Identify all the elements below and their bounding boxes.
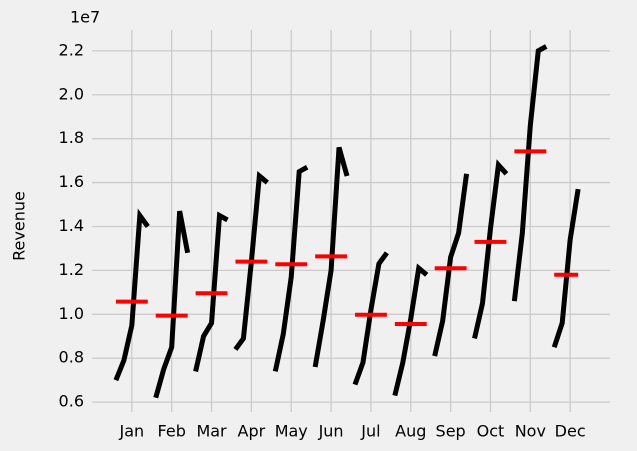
x-tick-label: May: [275, 422, 308, 441]
y-tick-label: 1.2: [59, 260, 84, 279]
x-tick-label: Jul: [360, 422, 380, 441]
subseries-line: [272, 165, 309, 372]
subseries-line: [392, 263, 429, 397]
subseries-line: [511, 44, 548, 302]
subseries-line: [551, 188, 581, 349]
x-tick-label: Jan: [119, 422, 145, 441]
y-tick-label: 0.6: [59, 392, 84, 411]
subseries-line: [113, 208, 150, 382]
x-tick-label: Oct: [477, 422, 505, 441]
x-tick-label: Feb: [158, 422, 186, 441]
y-axis-label: Revenue: [10, 191, 29, 261]
subseries-line: [352, 251, 389, 386]
y-tick-label: 2.0: [59, 84, 84, 103]
subseries-line: [312, 146, 350, 368]
y-tick-label: 0.8: [59, 348, 84, 367]
x-tick-label: Aug: [395, 422, 426, 441]
x-tick-label: Jun: [318, 422, 344, 441]
offset-label: 1e7: [70, 8, 100, 27]
y-tick-label: 1.0: [59, 304, 84, 323]
x-tick-label: Sep: [436, 422, 466, 441]
y-tick-label: 1.6: [59, 172, 84, 191]
y-tick-label: 2.2: [59, 40, 84, 59]
x-tick-label: Apr: [238, 422, 266, 441]
subseries-line: [193, 211, 229, 372]
x-tick-label: Nov: [515, 422, 546, 441]
y-tick-label: 1.8: [59, 128, 84, 147]
x-tick-label: Dec: [555, 422, 586, 441]
x-tick-label: Mar: [196, 422, 227, 441]
y-tick-label: 1.4: [59, 216, 84, 235]
subseries-line: [153, 210, 191, 399]
subseries-line: [432, 173, 470, 357]
subseries-line: [472, 159, 509, 340]
